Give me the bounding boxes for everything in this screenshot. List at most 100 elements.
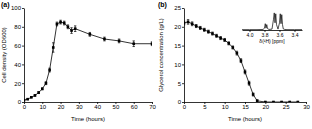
error-bar-cap <box>56 22 58 23</box>
error-bar <box>67 25 69 29</box>
y-axis-tick: 5 <box>178 81 184 87</box>
x-axis-tick: 60 <box>131 102 138 110</box>
x-axis-tick-label: 30 <box>76 104 83 110</box>
y-axis-tick-mark <box>182 102 184 103</box>
x-axis-tick-label: 25 <box>283 104 290 110</box>
y-axis-tick: 15 <box>174 43 184 49</box>
data-point <box>26 98 29 101</box>
y-axis: 0510152025 <box>174 5 184 105</box>
data-point <box>288 101 291 102</box>
error-bar-cap <box>89 36 91 37</box>
x-axis-tick: 15 <box>242 102 249 110</box>
error-bar <box>256 100 258 102</box>
error-bar <box>195 25 197 28</box>
error-bar-cap <box>244 70 246 71</box>
error-bar-cap <box>244 73 246 74</box>
y-axis-tick-label: 100 <box>11 5 22 11</box>
error-bar-stem <box>245 70 246 74</box>
error-bar-stem <box>67 25 68 29</box>
y-axis-line <box>184 9 185 103</box>
y-axis-tick-label: 60 <box>14 43 21 49</box>
data-point <box>256 100 259 102</box>
x-axis-tick-label: 20 <box>262 104 269 110</box>
error-bar <box>236 51 238 55</box>
y-axis-tick-label: 10 <box>174 62 181 68</box>
x-axis-title: Time (hours) <box>71 116 105 122</box>
chart: 010203040506070020406080100(a)Time (hour… <box>1 1 156 122</box>
error-bar <box>70 28 72 34</box>
x-axis-tick: 10 <box>39 102 46 110</box>
error-bar-cap <box>70 27 72 28</box>
y-axis-tick-label: 5 <box>178 81 182 87</box>
error-bar-stem <box>192 22 193 26</box>
x-axis: 010203040506070 <box>23 102 157 110</box>
x-axis-tick: 30 <box>303 102 310 110</box>
x-axis-tick: 0 <box>23 102 27 110</box>
error-bar-cap <box>240 62 242 63</box>
error-bar-cap <box>240 58 242 59</box>
error-bar-cap <box>52 52 54 53</box>
x-axis-tick-label: 3.4 <box>292 32 299 38</box>
error-bar-stem <box>42 88 43 90</box>
error-bar-stem <box>64 21 65 25</box>
error-bar <box>187 20 189 25</box>
error-bar <box>34 95 36 97</box>
error-bar-cap <box>59 23 61 24</box>
error-bar-cap <box>67 28 69 29</box>
error-bar-stem <box>38 92 39 94</box>
data-point <box>151 42 152 45</box>
error-bar <box>191 22 193 26</box>
data-point <box>70 29 73 32</box>
x-axis-tick: 20 <box>58 102 65 110</box>
x-axis-tick-label: 50 <box>113 104 120 110</box>
data-point <box>34 94 37 97</box>
x-axis-tick-label: 30 <box>303 104 310 110</box>
data-point <box>45 82 48 85</box>
data-point <box>227 42 230 45</box>
x-axis-tick: 5 <box>203 102 207 110</box>
data-point <box>63 22 66 25</box>
error-bar <box>280 101 282 102</box>
data-point <box>219 37 222 40</box>
error-bar-stem <box>224 38 225 41</box>
data-point <box>118 40 121 43</box>
data-point <box>272 101 275 102</box>
y-axis-title: Glycerol concentration (g/L) <box>158 18 164 92</box>
error-bar <box>133 41 135 47</box>
error-bar-stem <box>257 100 258 102</box>
plot-area <box>242 13 302 30</box>
error-bar-stem <box>34 95 35 97</box>
error-bar <box>207 30 209 33</box>
data-point <box>264 101 267 102</box>
error-bar-cap <box>63 24 65 25</box>
error-bar-stem <box>75 26 76 32</box>
x-axis-tick-label: 3.8 <box>262 32 269 38</box>
data-point <box>211 32 214 35</box>
y-axis-tick-label: 0 <box>178 99 182 105</box>
error-bar <box>203 28 205 31</box>
x-axis-tick-label: 40 <box>94 104 101 110</box>
data-point <box>74 27 77 30</box>
error-bar-stem <box>49 68 50 72</box>
x-axis: 4.0 3.8 3.6 3.4 <box>243 30 303 38</box>
x-axis-tick-label: 10 <box>39 104 46 110</box>
error-bar-cap <box>248 85 250 86</box>
y-axis-tick-mark <box>22 46 24 47</box>
error-bar-cap <box>187 24 189 25</box>
error-bar-stem <box>240 59 241 63</box>
error-bar-cap <box>48 71 50 72</box>
data-point <box>248 82 251 85</box>
x-axis-title: δ(¹H) [ppm] <box>259 38 285 44</box>
y-axis-tick-mark <box>22 27 24 28</box>
x-axis-tick-label: 4.0 <box>247 32 254 38</box>
plot-area <box>24 20 152 101</box>
y-axis-tick: 0 <box>18 99 24 105</box>
y-axis-tick-mark <box>22 83 24 84</box>
y-axis-tick-label: 20 <box>14 81 21 87</box>
error-bar-stem <box>56 22 57 26</box>
error-bar-stem <box>119 39 120 43</box>
x-axis-tick-label: 5 <box>203 104 207 110</box>
error-bar-stem <box>265 101 266 102</box>
x-axis-tick: 3.6 <box>277 30 284 38</box>
error-bar <box>37 92 39 94</box>
